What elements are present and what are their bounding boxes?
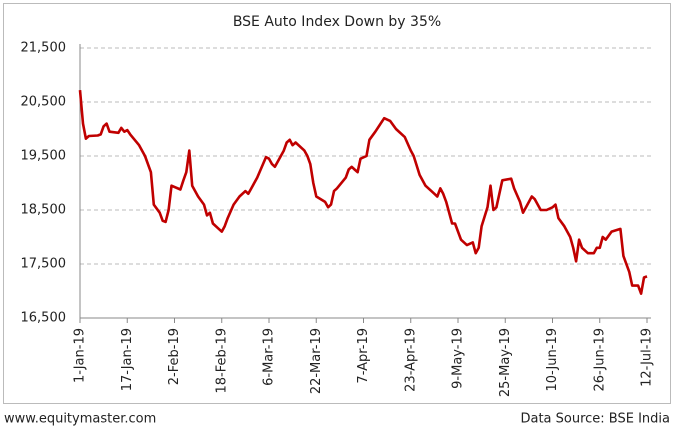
- y-tick-label: 18,500: [21, 203, 67, 218]
- y-tick-label: 21,500: [21, 41, 67, 56]
- x-tick-label: 7-Apr-19: [356, 328, 371, 384]
- chart-frame: [3, 3, 671, 404]
- footer-right: Data Source: BSE India: [520, 412, 670, 427]
- x-tick-label: 2-Feb-19: [167, 328, 182, 385]
- x-tick-label: 22-Mar-19: [309, 328, 324, 394]
- x-tick-label: 17-Jan-19: [120, 328, 135, 391]
- x-tick-label: 6-Mar-19: [262, 328, 277, 386]
- y-tick-label: 16,500: [21, 311, 67, 326]
- x-tick-label: 18-Feb-19: [214, 328, 229, 393]
- y-tick-label: 19,500: [21, 149, 67, 164]
- y-tick-label: 20,500: [21, 95, 67, 110]
- x-tick-label: 25-May-19: [498, 328, 513, 397]
- y-tick-label: 17,500: [21, 257, 67, 272]
- chart-title: BSE Auto Index Down by 35%: [233, 14, 441, 30]
- x-tick-label: 23-Apr-19: [403, 328, 418, 392]
- x-tick-label: 9-May-19: [451, 328, 466, 389]
- x-tick-label: 1-Jan-19: [73, 328, 88, 383]
- footer-left: www.equitymaster.com: [4, 412, 156, 427]
- x-tick-label: 26-Jun-19: [592, 328, 607, 392]
- x-tick-label: 10-Jun-19: [545, 328, 560, 392]
- x-tick-label: 12-Jul-19: [640, 328, 655, 387]
- line-series: [78, 89, 648, 295]
